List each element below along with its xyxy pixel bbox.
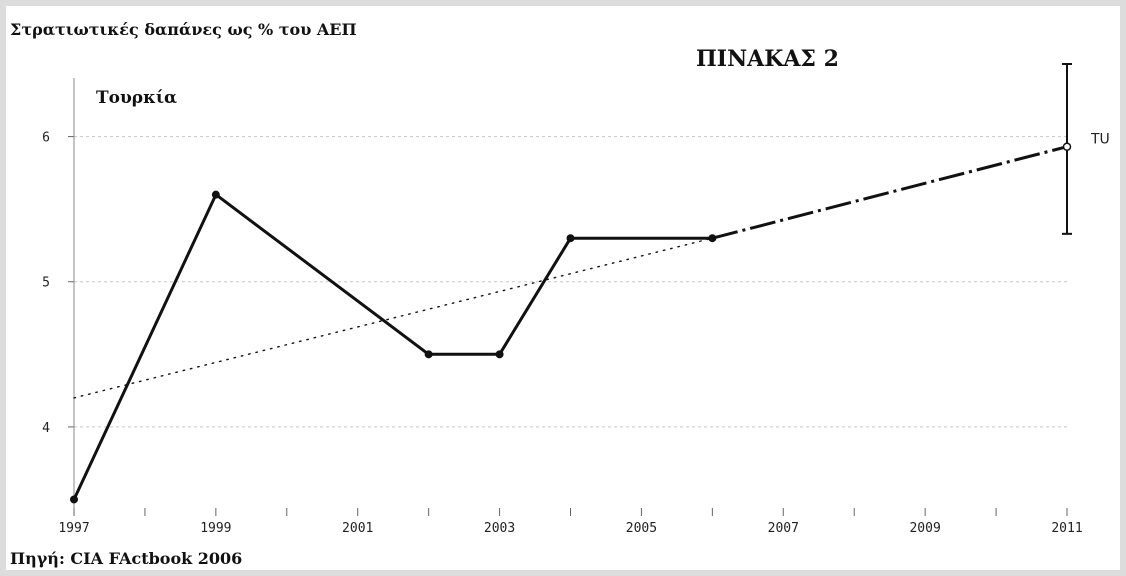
series-layer xyxy=(70,63,1072,504)
series-point-1997 xyxy=(70,495,78,504)
chart-panel: Στρατιωτικές δαπάνες ως % του ΑΕΠ ΠΙΝΑΚΑ… xyxy=(6,6,1120,570)
chart-title: Στρατιωτικές δαπάνες ως % του ΑΕΠ xyxy=(10,20,357,39)
axis-layer xyxy=(68,78,1068,516)
series-line-forecast xyxy=(712,145,1068,240)
x-tick-label-2001: 2001 xyxy=(342,521,373,536)
grid-layer xyxy=(74,136,1067,428)
y-tick-label-6: 6 xyxy=(42,131,50,146)
y-tick-label-4: 4 xyxy=(42,421,50,436)
x-tick-label-2003: 2003 xyxy=(484,521,515,536)
series-point-2002 xyxy=(424,350,433,359)
x-tick-label-2007: 2007 xyxy=(768,521,799,536)
series-end-label: TU xyxy=(1090,132,1110,148)
table-label: ΠΙΝΑΚΑΣ 2 xyxy=(696,46,839,72)
source-label: Πηγή: CIA FActbook 2006 xyxy=(10,549,243,568)
series-line-main xyxy=(72,193,713,501)
x-tick-label-1999: 1999 xyxy=(200,521,231,536)
x-tick-label-2011: 2011 xyxy=(1051,521,1082,536)
x-tick-label-1997: 1997 xyxy=(58,521,89,536)
series-point-2003 xyxy=(495,350,504,359)
series-point-1999 xyxy=(211,190,220,199)
label-layer: 4 5 6 1997 1999 2001 2003 2005 2007 2009 2011 TU xyxy=(42,131,1110,536)
series-point-2004 xyxy=(566,234,575,243)
interval-2011-point xyxy=(1062,142,1072,151)
x-tick-label-2009: 2009 xyxy=(909,521,940,536)
x-tick-label-2005: 2005 xyxy=(626,521,657,536)
country-label: Τουρκία xyxy=(96,88,178,108)
series-line-trend xyxy=(73,237,714,399)
plot-area: 4 5 6 1997 1999 2001 2003 2005 2007 2009 2011 TU xyxy=(42,63,1110,536)
y-tick-label-5: 5 xyxy=(42,276,50,291)
